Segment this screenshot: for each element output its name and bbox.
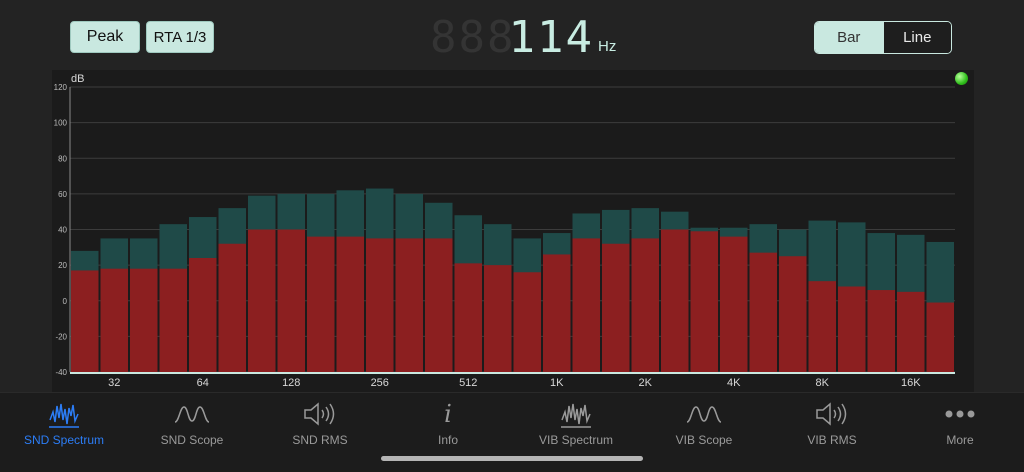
- y-tick-label: -20: [55, 332, 67, 341]
- peak-button[interactable]: Peak: [70, 21, 140, 53]
- level-bar: [395, 238, 423, 372]
- level-bar: [336, 236, 364, 372]
- tab-snd-spectrum[interactable]: SND Spectrum: [0, 399, 128, 455]
- y-tick-label: 120: [54, 83, 68, 92]
- y-tick-label: 0: [63, 297, 68, 306]
- level-bar: [189, 258, 217, 372]
- status-indicator: [955, 72, 968, 85]
- x-tick-label: 32: [108, 377, 120, 389]
- y-tick-label: 20: [58, 261, 67, 270]
- level-bar: [661, 229, 689, 372]
- x-tick-label: 128: [282, 377, 300, 389]
- tab-label: SND Scope: [160, 433, 224, 447]
- speaker-icon: [256, 399, 384, 429]
- level-bar: [690, 231, 718, 372]
- info-icon: i: [444, 400, 452, 428]
- level-bar: [425, 238, 453, 372]
- x-tick-label: 8K: [816, 377, 830, 389]
- tab-snd-scope[interactable]: SND Scope: [128, 399, 256, 455]
- level-bar: [71, 270, 99, 372]
- tab-label: Info: [437, 433, 458, 447]
- x-tick-label: 16K: [901, 377, 921, 389]
- level-bar: [779, 256, 807, 372]
- y-tick-label: 80: [58, 154, 67, 163]
- frequency-ghost-digits: 888: [430, 12, 516, 63]
- level-bar: [572, 238, 600, 372]
- spectrum-chart-svg: 120 100 80 60 40 20 0 -20 -40 dB 32 64 128 256 512 1K 2K…: [54, 73, 955, 389]
- tab-label: VIB Scope: [675, 433, 733, 447]
- line-mode-button[interactable]: Line: [882, 22, 951, 53]
- tab-info[interactable]: i Info: [384, 399, 512, 455]
- x-tick-label: 2K: [639, 377, 653, 389]
- level-bar: [897, 291, 925, 372]
- y-tick-label: 40: [58, 226, 67, 235]
- wave-icon: [128, 399, 256, 429]
- level-bar: [130, 268, 158, 372]
- y-tick-label: 100: [54, 119, 68, 128]
- bar-mode-button[interactable]: Bar: [815, 22, 883, 53]
- tab-vib-spectrum[interactable]: VIB Spectrum: [512, 399, 640, 455]
- level-bar: [838, 286, 866, 372]
- level-bar: [454, 263, 482, 372]
- y-tick-label: 60: [58, 190, 67, 199]
- tab-vib-rms[interactable]: VIB RMS: [768, 399, 896, 455]
- tab-label: VIB RMS: [807, 433, 857, 447]
- tab-vib-scope[interactable]: VIB Scope: [640, 399, 768, 455]
- level-bar: [631, 238, 659, 372]
- level-bar: [543, 254, 571, 372]
- tab-label: SND Spectrum: [23, 433, 105, 447]
- y-tick-label: -40: [55, 368, 67, 377]
- level-bar: [159, 268, 187, 372]
- level-bar: [749, 252, 777, 372]
- level-bar: [277, 229, 305, 372]
- level-bar: [513, 272, 541, 372]
- level-bar: [808, 281, 836, 372]
- tab-label: SND RMS: [292, 433, 348, 447]
- level-bar: [720, 236, 748, 372]
- tab-more[interactable]: More: [896, 399, 1024, 455]
- level-bar: [926, 302, 954, 372]
- level-bar: [366, 238, 394, 372]
- level-bar: [867, 290, 895, 372]
- spectrum-icon: [512, 399, 640, 429]
- x-tick-label: 512: [459, 377, 477, 389]
- level-bar: [218, 243, 246, 372]
- top-toolbar: Peak RTA 1/3 888 114 Hz Bar Line: [0, 0, 1024, 70]
- level-bar: [307, 236, 335, 372]
- more-icon: [896, 399, 1024, 429]
- spectrum-icon: [0, 399, 128, 429]
- tab-label: More: [946, 433, 974, 447]
- x-tick-label: 4K: [727, 377, 741, 389]
- x-tick-label: 256: [371, 377, 389, 389]
- level-bar: [484, 265, 512, 372]
- view-mode-toggle: Bar Line: [814, 21, 952, 54]
- speaker-icon: [768, 399, 896, 429]
- level-bar: [100, 268, 128, 372]
- home-indicator: [381, 456, 643, 461]
- level-bar: [248, 229, 276, 372]
- wave-icon: [640, 399, 768, 429]
- x-tick-label: 64: [197, 377, 209, 389]
- x-tick-label: 1K: [550, 377, 564, 389]
- level-bar: [602, 243, 630, 372]
- tab-label: VIB Spectrum: [538, 433, 614, 447]
- frequency-readout: 888 114: [430, 12, 594, 63]
- rta-button[interactable]: RTA 1/3: [146, 21, 214, 53]
- tab-snd-rms[interactable]: SND RMS: [256, 399, 384, 455]
- y-axis-label: dB: [71, 73, 84, 85]
- spectrum-chart[interactable]: 120 100 80 60 40 20 0 -20 -40 dB 32 64 128 256 512 1K 2K…: [52, 70, 974, 392]
- frequency-unit: Hz: [598, 38, 617, 55]
- frequency-value: 114: [508, 12, 594, 63]
